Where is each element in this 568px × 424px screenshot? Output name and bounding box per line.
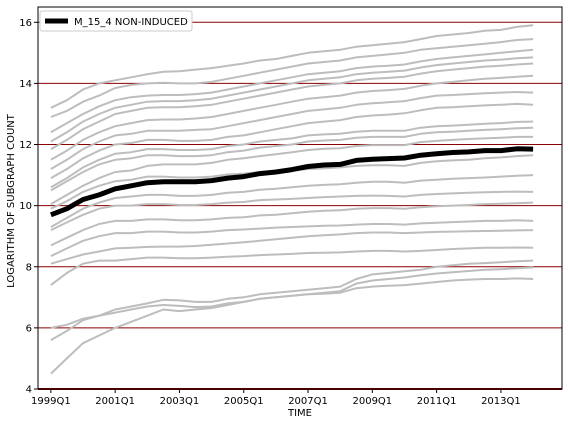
- x-tick-label: 2001Q1: [95, 396, 135, 407]
- x-tick-label: 2007Q1: [288, 396, 328, 407]
- background-series-line: [50, 24, 534, 109]
- background-series-line: [50, 102, 534, 179]
- highlight-series-line: [50, 146, 534, 218]
- background-series-line: [50, 277, 534, 375]
- background-series-line: [50, 74, 534, 161]
- background-series-line: [50, 38, 534, 118]
- x-axis-ticks: 1999Q1 2001Q1 2003Q1 2005Q1 2007Q1 2009Q1 2011…: [31, 389, 521, 407]
- x-axis-label: TIME: [287, 408, 312, 419]
- legend-label: M_15_4 NON-INDUCED: [74, 17, 188, 28]
- y-tick-label: 8: [26, 262, 32, 273]
- background-series-line: [50, 246, 534, 286]
- background-series-line: [50, 56, 534, 143]
- plot-series: [50, 24, 534, 375]
- y-tick-label: 10: [19, 201, 32, 212]
- background-series-line: [50, 229, 534, 265]
- x-tick-label: 2013Q1: [481, 396, 521, 407]
- background-series-line: [50, 219, 534, 258]
- y-tick-label: 6: [26, 323, 32, 334]
- y-tick-label: 16: [19, 18, 32, 29]
- x-tick-label: 2011Q1: [417, 396, 457, 407]
- background-series-line: [50, 91, 534, 170]
- x-tick-label: 1999Q1: [31, 396, 71, 407]
- legend-box: [39, 10, 193, 32]
- background-series-line: [50, 190, 534, 232]
- y-tick-label: 12: [19, 140, 32, 151]
- y-tick-label: 4: [26, 385, 32, 396]
- y-tick-label: 14: [19, 79, 32, 90]
- background-series-line: [50, 201, 534, 247]
- background-series-line: [50, 62, 534, 150]
- x-tick-label: 2005Q1: [224, 396, 264, 407]
- background-series-line: [50, 120, 534, 189]
- y-axis-label: LOGARITHM OF SUBGRAPH COUNT: [6, 113, 17, 288]
- background-series-line: [50, 259, 534, 329]
- x-tick-label: 2009Q1: [352, 396, 392, 407]
- plot-frame: [37, 6, 563, 390]
- background-series-line: [50, 126, 534, 192]
- y-axis-ticks: 4 6 8 10 12 14 16: [19, 18, 38, 396]
- background-series-line: [50, 135, 534, 205]
- legend: M_15_4 NON-INDUCED: [39, 10, 193, 32]
- background-series-line: [50, 174, 534, 228]
- background-series-line: [50, 48, 534, 134]
- x-tick-label: 2003Q1: [160, 396, 200, 407]
